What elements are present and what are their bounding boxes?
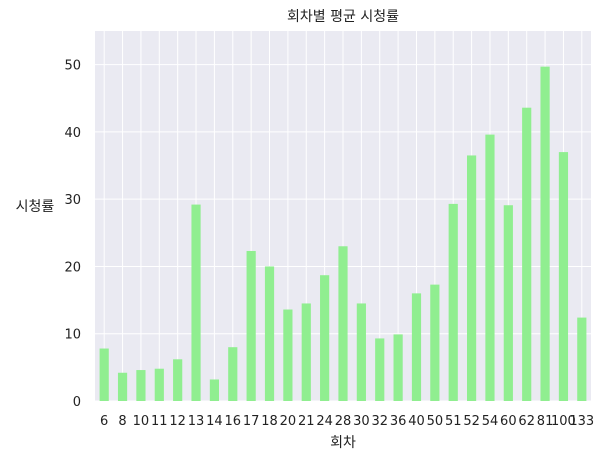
bar-14 [209,379,219,401]
bar-51 [448,203,458,401]
x-tick-label: 60 [500,414,517,429]
bar-6 [99,348,109,401]
chart-title: 회차별 평균 시청률 [287,9,399,25]
x-tick-label: 11 [151,414,168,429]
bar-100 [558,152,569,401]
bar-20 [283,309,293,401]
x-tick-label: 133 [569,414,594,429]
bar-40 [411,293,422,401]
bar-13 [191,204,201,401]
bar-32 [375,338,385,401]
bar-8 [117,372,128,401]
x-tick-label: 62 [518,414,535,429]
x-tick-label: 54 [482,414,499,429]
x-tick-label: 14 [206,414,223,429]
x-tick-label: 100 [551,414,576,429]
y-tick-label: 40 [64,126,81,141]
bar-18 [264,266,275,401]
y-tick-label: 10 [64,328,81,343]
bar-81 [540,66,550,402]
x-tick-label: 6 [100,414,108,429]
bar-36 [393,334,403,401]
x-tick-label: 51 [445,414,462,429]
bar-62 [522,107,532,401]
bar-60 [503,205,513,401]
x-tick-label: 36 [390,414,407,429]
y-axis-label: 시청률 [16,199,55,215]
x-tick-label: 8 [118,414,126,429]
y-tick-label: 50 [64,59,81,74]
y-tick-label: 30 [64,193,81,208]
bar-28 [338,246,348,401]
x-tick-label: 32 [371,414,388,429]
x-tick-label: 81 [537,414,554,429]
x-tick-label: 13 [188,414,205,429]
x-tick-label: 24 [316,414,333,429]
bar-50 [430,284,440,401]
bar-16 [228,347,238,401]
bar-21 [301,303,311,401]
x-tick-label: 10 [133,414,150,429]
bar-24 [320,275,330,401]
x-tick-label: 28 [335,414,352,429]
bar-133 [577,317,587,401]
x-tick-label: 30 [353,414,370,429]
bar-30 [356,303,366,401]
y-tick-label: 0 [73,395,81,410]
x-tick-label: 52 [463,414,480,429]
bars [99,66,587,402]
y-tick-label: 20 [64,260,81,275]
x-tick-label: 50 [427,414,444,429]
bar-12 [173,359,183,401]
x-tick-label: 21 [298,414,315,429]
bar-52 [467,155,477,401]
x-axis-label: 회차 [330,435,356,451]
x-tick-label: 16 [225,414,242,429]
bar-10 [136,370,146,401]
x-tick-label: 40 [408,414,425,429]
bar-17 [246,250,256,401]
bar-54 [485,134,495,401]
x-tick-label: 12 [169,414,186,429]
x-tick-label: 20 [280,414,297,429]
x-tick-labels: 6 8 10 11 12 13 14 16 17 18 20 21 24 28 30 32 36 40 50 51 52… [100,414,594,429]
x-tick-label: 18 [261,414,278,429]
x-tick-label: 17 [243,414,260,429]
y-tick-labels: 0 10 20 30 40 50 [64,59,81,410]
bar-11 [154,368,164,401]
